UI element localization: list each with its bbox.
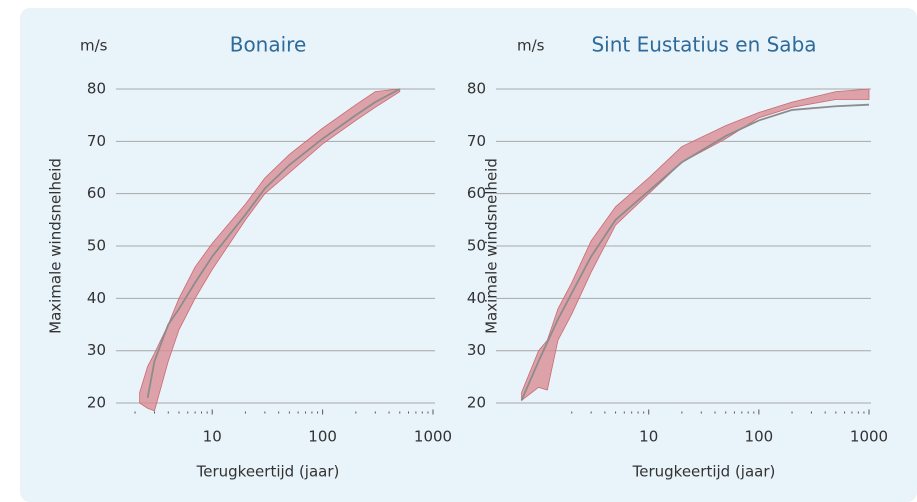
panel [20,8,917,502]
x-tick-label: 10 [639,428,658,446]
x-tick-label: 100 [308,428,337,446]
y-tick-label: 80 [467,80,486,98]
y-tick-label: 80 [87,80,106,98]
y-tick-label: 50 [467,237,486,255]
x-axis-label: Terugkeertijd (jaar) [196,463,340,481]
y-tick-label: 60 [467,184,486,202]
y-tick-label: 60 [87,184,106,202]
y-tick-label: 30 [87,341,106,359]
x-tick-label: 10 [203,428,222,446]
x-tick-label: 1000 [850,428,888,446]
y-tick-label: 50 [87,237,106,255]
chart-title: Bonaire [230,33,307,57]
y-axis-label: Maximale windsnelheid [47,158,65,334]
uncertainty-band [521,88,870,402]
y-tick-label: 20 [87,394,106,412]
x-axis-label: Terugkeertijd (jaar) [632,463,776,481]
y-tick-label: 70 [87,132,106,150]
y-unit: m/s [80,37,108,55]
line [146,88,401,398]
y-tick-label: 20 [467,394,486,412]
uncertainty-band [139,88,401,412]
y-axis-label: Maximale windsnelheid [483,158,501,334]
chart-title: Sint Eustatius en Saba [591,33,816,57]
line [520,103,870,401]
y-tick-label: 40 [467,289,486,307]
y-tick-label: 40 [87,289,106,307]
y-tick-label: 30 [467,341,486,359]
x-tick-label: 1000 [414,428,452,446]
y-unit: m/s [517,37,545,55]
x-tick-label: 100 [745,428,774,446]
y-tick-label: 70 [467,132,486,150]
